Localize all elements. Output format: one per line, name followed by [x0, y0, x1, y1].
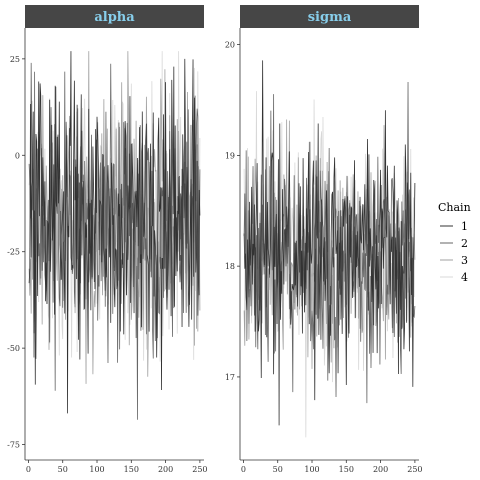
panel-alpha: alpha 250-25-50-75 0 50 100 150 200 250 — [7, 5, 208, 474]
strip-label-sigma: sigma — [308, 10, 352, 25]
y-tick-label-sigma: 19 — [225, 151, 235, 160]
x-tick-label-sigma: 50 — [273, 465, 283, 474]
y-axis-alpha: 25 0 -25 -50 -75 — [7, 28, 26, 460]
y-tick-label-alpha: -25 — [7, 248, 20, 257]
legend: Chain 1 2 3 4 — [438, 201, 471, 284]
y-tick-label-sigma: 17 — [225, 373, 235, 382]
x-tick-label-sigma: 100 — [304, 465, 319, 474]
x-tick-label-alpha: 100 — [89, 465, 104, 474]
x-tick-label-alpha: 150 — [124, 465, 139, 474]
series-lines-sigma — [243, 60, 416, 438]
x-tick-label-sigma: 200 — [373, 465, 388, 474]
y-tick-label-alpha: 25 — [10, 55, 20, 64]
y-tick-label-alpha: -75 — [7, 441, 20, 450]
x-tick-label-alpha: 250 — [192, 465, 207, 474]
trace-line-sigma-chain-1 — [243, 60, 416, 426]
x-tick-label-alpha: 200 — [158, 465, 173, 474]
x-tick-label-sigma: 150 — [339, 465, 354, 474]
x-axis-alpha: 0 50 100 150 200 250 — [25, 459, 208, 474]
y-tick-label-alpha: 0 — [15, 151, 20, 160]
legend-label-chain-1: 1 — [461, 220, 468, 233]
series-lines-alpha — [28, 51, 201, 420]
x-tick-label-sigma: 0 — [241, 465, 246, 474]
x-tick-label-alpha: 0 — [26, 465, 31, 474]
legend-title: Chain — [438, 201, 471, 214]
y-tick-label-sigma: 18 — [225, 262, 235, 271]
x-axis-sigma: 0 50 100 150 200 250 — [240, 459, 423, 474]
legend-label-chain-4: 4 — [461, 271, 468, 284]
strip-alpha — [25, 5, 204, 28]
strip-label-alpha: alpha — [94, 10, 135, 25]
trace-line-sigma-chain-2 — [243, 82, 416, 404]
panel-sigma: sigma 20 19 18 17 0 50 100 150 200 250 — [225, 5, 423, 474]
strip-sigma — [240, 5, 419, 28]
x-tick-label-alpha: 50 — [58, 465, 68, 474]
x-tick-label-sigma: 250 — [407, 465, 422, 474]
legend-label-chain-2: 2 — [461, 237, 468, 250]
legend-label-chain-3: 3 — [461, 254, 468, 267]
y-tick-label-alpha: -50 — [7, 344, 20, 353]
trace-line-alpha-chain-1 — [28, 51, 201, 414]
y-axis-sigma: 20 19 18 17 — [225, 28, 241, 460]
y-tick-label-sigma: 20 — [225, 41, 235, 50]
